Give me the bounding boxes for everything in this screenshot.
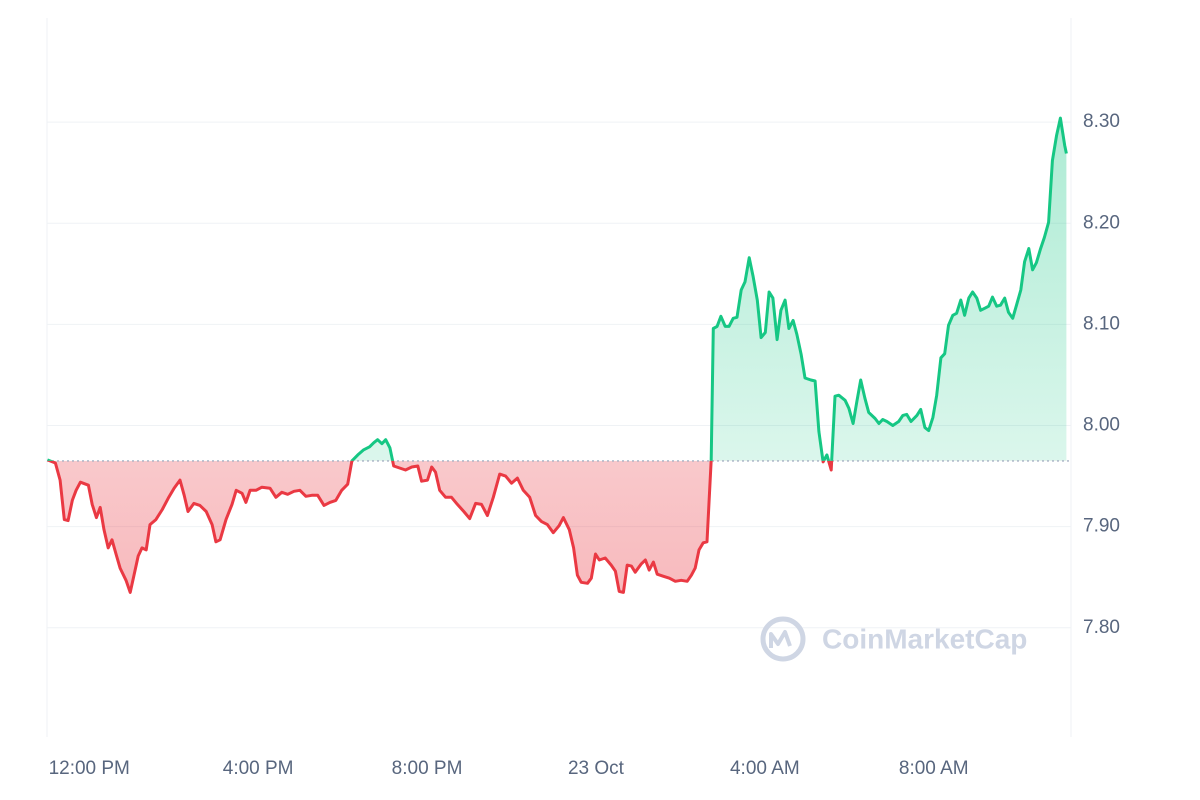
area-up bbox=[47, 118, 1067, 461]
y-tick-label: 8.30 bbox=[1083, 111, 1120, 132]
x-tick-label: 23 Oct bbox=[568, 758, 625, 779]
y-tick-label: 7.80 bbox=[1083, 617, 1120, 638]
watermark-text: CoinMarketCap bbox=[822, 623, 1027, 654]
y-tick-label: 8.10 bbox=[1083, 313, 1120, 334]
x-tick-label: 12:00 PM bbox=[49, 758, 130, 779]
x-tick-label: 4:00 AM bbox=[730, 758, 800, 779]
watermark: CoinMarketCap bbox=[760, 616, 1027, 662]
y-tick-label: 8.20 bbox=[1083, 212, 1120, 233]
y-tick-label: 8.00 bbox=[1083, 415, 1120, 436]
x-tick-label: 8:00 AM bbox=[899, 758, 969, 779]
y-tick-label: 7.90 bbox=[1083, 516, 1120, 537]
price-line-down bbox=[46, 460, 834, 594]
area-down bbox=[50, 460, 832, 593]
x-tick-label: 4:00 PM bbox=[223, 758, 294, 779]
price-line-up bbox=[47, 116, 1068, 461]
x-tick-label: 8:00 PM bbox=[392, 758, 463, 779]
